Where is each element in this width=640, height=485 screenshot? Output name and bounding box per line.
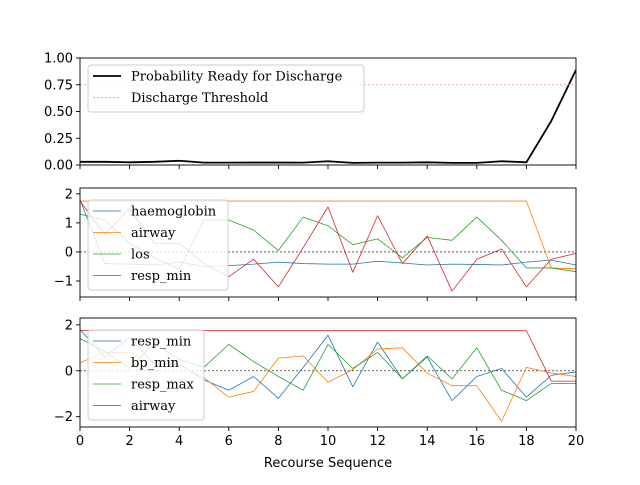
y-tick-label: −1 <box>54 275 73 290</box>
x-tick-label: 2 <box>125 434 133 449</box>
y-tick-label: 1.00 <box>44 52 73 67</box>
chart-panel-1: 0.00 0.25 0.50 0.75 1.00 Probability Ready fo… <box>44 52 577 174</box>
x-tick-label: 6 <box>225 434 233 449</box>
legend-label: haemoglobin <box>131 205 217 220</box>
legend-label: resp_min <box>131 335 192 350</box>
x-tick-label: 4 <box>175 434 183 449</box>
x-tick-label: 10 <box>320 434 337 449</box>
legend-label: airway <box>131 399 176 414</box>
x-tick-label: 16 <box>469 434 486 449</box>
legend: Probability Ready for Discharge Discharge… <box>87 64 365 113</box>
legend-label: los <box>131 248 150 263</box>
y-tick-label: 2 <box>65 187 73 202</box>
x-tick-label: 18 <box>518 434 535 449</box>
y-tick-label: 0 <box>65 245 73 260</box>
series-line-probability-ready-for-discharge <box>80 69 576 164</box>
legend-label: resp_min <box>131 269 192 284</box>
y-tick-label: 0 <box>65 364 73 379</box>
x-tick-label: 0 <box>76 434 84 449</box>
x-tick-label: 20 <box>568 434 585 449</box>
x-tick-label: 8 <box>274 434 282 449</box>
x-tick-label: 14 <box>419 434 436 449</box>
chart-panel-2: −1 0 1 2 haemoglobin airway los resp_min <box>54 187 577 301</box>
legend-label: airway <box>131 226 176 241</box>
x-tick-label: 12 <box>369 434 386 449</box>
legend-frame <box>87 64 365 113</box>
legend: haemoglobin airway los resp_min <box>87 199 229 291</box>
legend-label: Probability Ready for Discharge <box>131 70 343 85</box>
y-tick-label: 0.00 <box>44 159 73 174</box>
legend-label: bp_min <box>131 356 180 371</box>
legend-frame <box>87 329 205 421</box>
x-axis-label: Recourse Sequence <box>264 456 392 471</box>
y-tick-label: 1 <box>65 216 73 231</box>
y-tick-label: 0.25 <box>44 132 73 147</box>
legend-label: resp_max <box>131 378 194 393</box>
y-tick-label: −2 <box>54 410 73 425</box>
y-tick-label: 0.50 <box>44 105 73 120</box>
legend-frame <box>87 199 229 291</box>
y-tick-label: 0.75 <box>44 78 73 93</box>
y-tick-label: 2 <box>65 318 73 333</box>
legend-label: Discharge Threshold <box>131 91 268 106</box>
